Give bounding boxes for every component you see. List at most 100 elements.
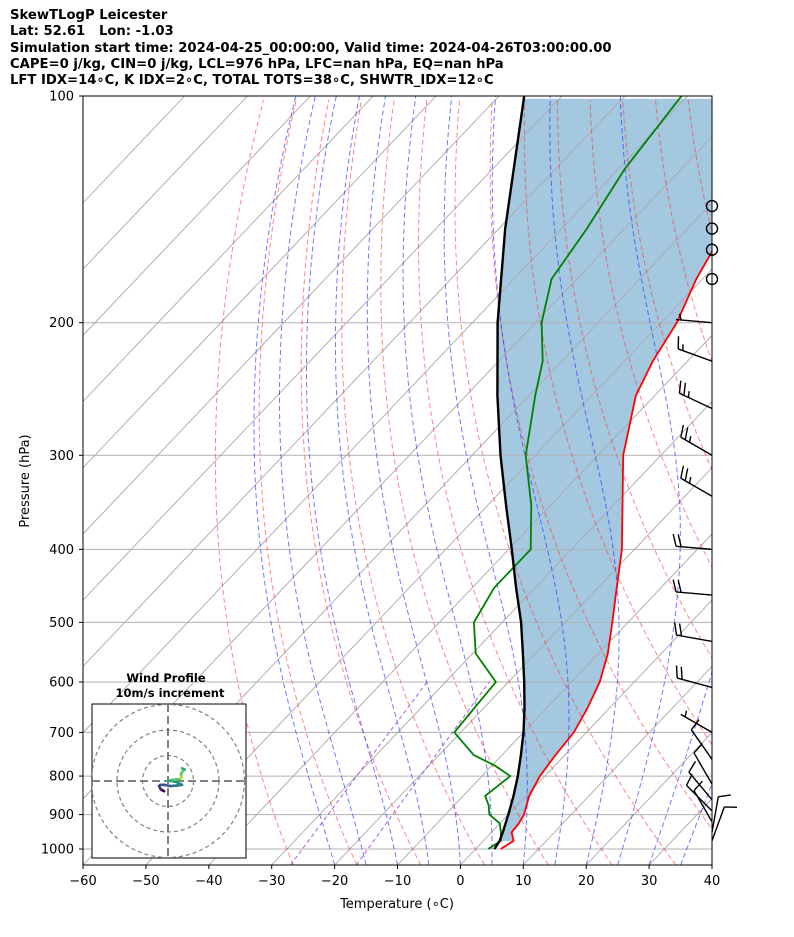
shaded-area-group (497, 98, 712, 842)
moist-adiabat (549, 96, 620, 865)
hodograph-inset: Wind Profile 10m/s increment (91, 671, 247, 859)
y-axis-ticks: 100 200 300 400 500 600 700 800 900 1000 (41, 90, 83, 858)
parcel-profile-line (493, 96, 526, 850)
y-tick-label: 900 (49, 808, 74, 823)
isotherm-gridline (711, 864, 712, 865)
wind-barb-shaft (672, 579, 713, 596)
y-tick-label: 700 (49, 726, 74, 741)
wind-barb-shaft (675, 665, 713, 689)
dry-adiabat (380, 99, 549, 865)
wind-barb-shaft (680, 424, 713, 456)
isotherm-gridline (208, 334, 712, 865)
moist-adiabat (402, 96, 493, 865)
wind-barb (693, 780, 713, 823)
y-tick-label: 1000 (41, 843, 74, 858)
isotherm-gridline (83, 96, 248, 270)
hodograph-segment (180, 766, 186, 771)
wind-barb-shaft (674, 622, 713, 643)
moist-adiabat (680, 782, 712, 865)
moist-adiabat (443, 96, 528, 865)
x-axis-ticks: −60 −50 −40 −30 −20 −10 0 10 20 30 40 (69, 865, 720, 889)
cape-shaded-area (497, 98, 712, 842)
wind-barb-shaft (693, 743, 713, 785)
dry-adiabat (754, 100, 794, 865)
wind-barb-shaft (711, 794, 731, 833)
wind-barb-shaft (676, 313, 713, 324)
dry-adiabat (417, 99, 613, 865)
reference-lines-group (214, 96, 794, 865)
time-line: Simulation start time: 2024-04-25_00:00:… (10, 40, 612, 56)
dry-adiabat (341, 99, 485, 865)
wind-barb-shaft (693, 780, 713, 823)
isotherm-gridline (83, 96, 626, 668)
wind-barb-shaft (678, 380, 713, 410)
wind-barb (685, 773, 713, 812)
wind-barb (688, 760, 713, 801)
wind-barb (680, 424, 713, 456)
isotherm-gridline (522, 665, 712, 865)
location-line: Lat: 52.61 Lon: -1.03 (10, 24, 174, 40)
isotherm-gridline (397, 533, 712, 865)
mixing-ratio-line (290, 681, 428, 865)
moist-adiabat (491, 96, 570, 865)
x-tick-label: −10 (384, 874, 411, 889)
x-tick-label: −50 (132, 874, 159, 889)
isotherm-gridline (83, 96, 689, 734)
dry-adiabat (300, 99, 422, 865)
y-tick-label: 200 (49, 316, 74, 331)
x-axis-label: Temperature (∘C) (339, 897, 454, 912)
wind-barb-shaft (688, 760, 713, 801)
isotherm-gridline (83, 96, 563, 601)
wind-barb (675, 665, 713, 689)
y-axis-label: Pressure (hPa) (18, 434, 33, 527)
x-tick-label: −30 (258, 874, 285, 889)
isotherm-gridline (271, 400, 712, 865)
wind-barb (672, 579, 713, 596)
dry-adiabat (589, 99, 712, 569)
isotherm-gridline (83, 96, 374, 403)
dry-adiabat (655, 99, 712, 364)
dry-adiabat (454, 99, 677, 865)
x-tick-label: 0 (456, 874, 464, 889)
wind-barb (693, 743, 713, 785)
wind-barb-shaft (685, 773, 713, 812)
inset-subtitle: 10m/s increment (116, 686, 225, 700)
wind-barb (677, 336, 713, 362)
x-tick-label: 20 (578, 874, 595, 889)
moist-adiabat (334, 96, 430, 865)
dry-adiabat (721, 100, 794, 865)
moist-adiabat (648, 669, 712, 865)
wind-barb-shaft (680, 465, 713, 497)
profiles-group (453, 96, 712, 850)
mixing-ratio-line (355, 681, 490, 865)
x-tick-label: −20 (321, 874, 348, 889)
y-tick-label: 800 (49, 770, 74, 785)
moist-adiabat (744, 96, 794, 865)
x-tick-label: −60 (69, 874, 96, 889)
indices-line-2: LFT IDX=14∘C, K IDX=2∘C, TOTAL TOTS=38∘C… (10, 73, 494, 89)
wind-barb (711, 794, 731, 833)
moist-adiabat (279, 96, 367, 865)
x-tick-label: 30 (641, 874, 658, 889)
moist-adiabat (711, 863, 712, 865)
isotherm-gridline (83, 96, 500, 535)
y-tick-label: 300 (49, 449, 74, 464)
wind-barb (674, 622, 713, 643)
wind-barb-shaft (672, 533, 713, 551)
y-tick-label: 600 (49, 675, 74, 690)
y-tick-label: 500 (49, 616, 74, 631)
y-tick-label: 100 (49, 90, 74, 105)
moist-adiabat (306, 96, 398, 865)
x-tick-label: −40 (195, 874, 222, 889)
dry-adiabat (786, 100, 794, 865)
indices-line-1: CAPE=0 j/kg, CIN=0 j/kg, LCL=976 hPa, LF… (10, 56, 504, 72)
chart-title-block: SkewTLogP Leicester Lat: 52.61 Lon: -1.0… (10, 8, 612, 89)
dry-adiabat (214, 99, 294, 865)
wind-barb (678, 380, 713, 410)
wind-barb (672, 533, 713, 551)
isotherm-gridline (334, 467, 712, 865)
moist-adiabat (253, 96, 336, 865)
x-tick-label: 10 (515, 874, 532, 889)
chart-title: SkewTLogP Leicester (10, 8, 168, 23)
